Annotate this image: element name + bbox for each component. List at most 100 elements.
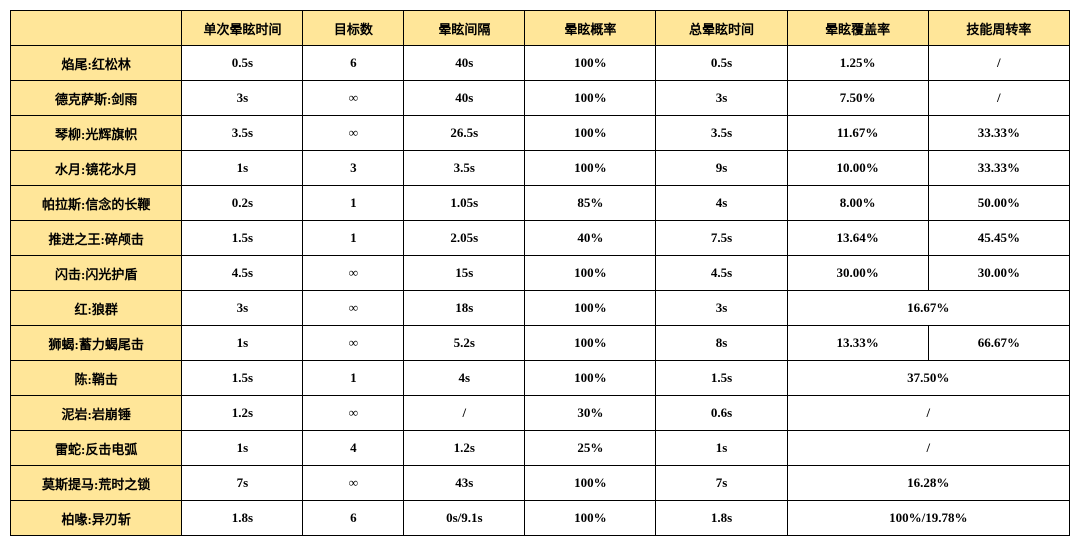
- cell: 0s/9.1s: [404, 501, 525, 536]
- cell: 1s: [656, 431, 787, 466]
- cell: 9s: [656, 151, 787, 186]
- table-row: 德克萨斯:剑雨3s∞40s100%3s7.50%/: [11, 81, 1070, 116]
- cell-merged: /: [787, 431, 1069, 466]
- cell: 85%: [525, 186, 656, 221]
- row-label: 柏喙:异刃斩: [11, 501, 182, 536]
- cell-merged: 16.67%: [787, 291, 1069, 326]
- cell: 3.5s: [656, 116, 787, 151]
- table-row: 焰尾:红松林0.5s640s100%0.5s1.25%/: [11, 46, 1070, 81]
- table-row: 泥岩:岩崩锤1.2s∞/30%0.6s/: [11, 396, 1070, 431]
- cell: 100%: [525, 291, 656, 326]
- cell: ∞: [303, 396, 404, 431]
- cell: 13.64%: [787, 221, 928, 256]
- cell: 100%: [525, 361, 656, 396]
- cell: 40s: [404, 46, 525, 81]
- cell: 3s: [656, 291, 787, 326]
- row-label: 雷蛇:反击电弧: [11, 431, 182, 466]
- cell: 18s: [404, 291, 525, 326]
- cell: /: [928, 81, 1069, 116]
- cell: 50.00%: [928, 186, 1069, 221]
- row-label: 狮蝎:蓄力蝎尾击: [11, 326, 182, 361]
- cell: 66.67%: [928, 326, 1069, 361]
- cell: 0.5s: [656, 46, 787, 81]
- cell: 4s: [656, 186, 787, 221]
- cell: ∞: [303, 291, 404, 326]
- cell: 1s: [182, 431, 303, 466]
- cell: 10.00%: [787, 151, 928, 186]
- cell: 1: [303, 186, 404, 221]
- cell: 1.2s: [182, 396, 303, 431]
- cell: ∞: [303, 116, 404, 151]
- cell-merged: 100%/19.78%: [787, 501, 1069, 536]
- cell: 100%: [525, 256, 656, 291]
- cell: /: [928, 46, 1069, 81]
- col-targets: 目标数: [303, 11, 404, 46]
- cell: 100%: [525, 466, 656, 501]
- row-label: 泥岩:岩崩锤: [11, 396, 182, 431]
- cell-merged: 37.50%: [787, 361, 1069, 396]
- row-label: 推进之王:碎颅击: [11, 221, 182, 256]
- cell: 100%: [525, 501, 656, 536]
- cell: 4.5s: [182, 256, 303, 291]
- col-probability: 晕眩概率: [525, 11, 656, 46]
- cell: 1.05s: [404, 186, 525, 221]
- cell: 100%: [525, 46, 656, 81]
- row-label: 帕拉斯:信念的长鞭: [11, 186, 182, 221]
- cell: 0.2s: [182, 186, 303, 221]
- cell: 7.5s: [656, 221, 787, 256]
- cell: 33.33%: [928, 116, 1069, 151]
- col-total-stun: 总晕眩时间: [656, 11, 787, 46]
- table-row: 闪击:闪光护盾4.5s∞15s100%4.5s30.00%30.00%: [11, 256, 1070, 291]
- cell: 1.5s: [182, 361, 303, 396]
- table-row: 柏喙:异刃斩1.8s60s/9.1s100%1.8s100%/19.78%: [11, 501, 1070, 536]
- cell: 4.5s: [656, 256, 787, 291]
- table-row: 帕拉斯:信念的长鞭0.2s11.05s85%4s8.00%50.00%: [11, 186, 1070, 221]
- row-label: 德克萨斯:剑雨: [11, 81, 182, 116]
- cell: 6: [303, 46, 404, 81]
- cell: 40%: [525, 221, 656, 256]
- table-row: 莫斯提马:荒时之锁7s∞43s100%7s16.28%: [11, 466, 1070, 501]
- table-row: 狮蝎:蓄力蝎尾击1s∞5.2s100%8s13.33%66.67%: [11, 326, 1070, 361]
- cell: 3s: [656, 81, 787, 116]
- cell: 8.00%: [787, 186, 928, 221]
- cell: 1: [303, 361, 404, 396]
- cell: 30.00%: [787, 256, 928, 291]
- row-label: 焰尾:红松林: [11, 46, 182, 81]
- cell: 7.50%: [787, 81, 928, 116]
- col-interval: 晕眩间隔: [404, 11, 525, 46]
- row-label: 琴柳:光辉旗帜: [11, 116, 182, 151]
- cell: 1s: [182, 151, 303, 186]
- cell: 43s: [404, 466, 525, 501]
- row-label: 莫斯提马:荒时之锁: [11, 466, 182, 501]
- cell: 0.5s: [182, 46, 303, 81]
- table-row: 雷蛇:反击电弧1s41.2s25%1s/: [11, 431, 1070, 466]
- cell: 13.33%: [787, 326, 928, 361]
- cell: 100%: [525, 151, 656, 186]
- cell: ∞: [303, 256, 404, 291]
- cell: 100%: [525, 116, 656, 151]
- cell: 100%: [525, 81, 656, 116]
- col-coverage: 晕眩覆盖率: [787, 11, 928, 46]
- cell: 40s: [404, 81, 525, 116]
- cell: 5.2s: [404, 326, 525, 361]
- cell: 3s: [182, 291, 303, 326]
- cell-merged: 16.28%: [787, 466, 1069, 501]
- cell: 1s: [182, 326, 303, 361]
- cell: 1.8s: [182, 501, 303, 536]
- cell: 45.45%: [928, 221, 1069, 256]
- cell: 4s: [404, 361, 525, 396]
- cell: 100%: [525, 326, 656, 361]
- table-header: 单次晕眩时间 目标数 晕眩间隔 晕眩概率 总晕眩时间 晕眩覆盖率 技能周转率: [11, 11, 1070, 46]
- cell: 30.00%: [928, 256, 1069, 291]
- cell: 30%: [525, 396, 656, 431]
- cell: 1.2s: [404, 431, 525, 466]
- col-single-stun: 单次晕眩时间: [182, 11, 303, 46]
- col-turnover: 技能周转率: [928, 11, 1069, 46]
- row-label: 闪击:闪光护盾: [11, 256, 182, 291]
- cell-merged: /: [787, 396, 1069, 431]
- cell: ∞: [303, 466, 404, 501]
- table-row: 水月:镜花水月1s33.5s100%9s10.00%33.33%: [11, 151, 1070, 186]
- cell: 4: [303, 431, 404, 466]
- cell: 6: [303, 501, 404, 536]
- cell: 26.5s: [404, 116, 525, 151]
